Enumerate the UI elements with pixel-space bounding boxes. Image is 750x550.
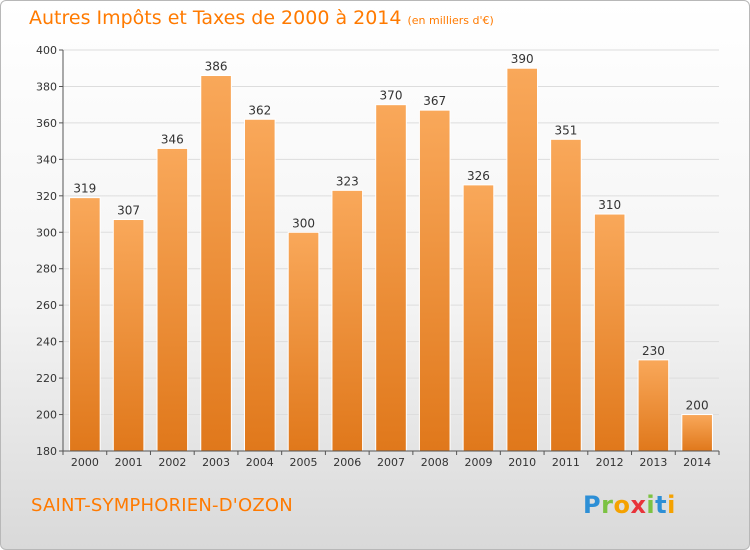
- proxiti-logo: Proxiti: [583, 491, 676, 519]
- bar-value-label: 351: [554, 123, 577, 137]
- x-tick-label: 2012: [596, 456, 624, 469]
- bar-value-label: 300: [292, 216, 315, 230]
- x-tick-label: 2007: [377, 456, 405, 469]
- x-tick-label: 2008: [421, 456, 449, 469]
- bar: [112, 219, 145, 452]
- logo-letter: x: [630, 491, 647, 519]
- bar-value-label: 310: [598, 198, 621, 212]
- chart-title-text: Autres Impôts et Taxes de 2000 à 2014: [29, 7, 402, 29]
- y-tick-label: 240: [36, 336, 57, 349]
- x-tick-label: 2009: [464, 456, 492, 469]
- y-tick-label: 380: [36, 80, 57, 93]
- bar: [550, 138, 582, 452]
- y-tick-label: 360: [36, 117, 57, 130]
- chart-title: Autres Impôts et Taxes de 2000 à 2014 (en…: [29, 7, 494, 29]
- bar-layer: 319 307 346 386 362 300 323 370 367 326 390 351 310 2…: [69, 52, 713, 452]
- logo-letter: r: [601, 491, 614, 519]
- logo-letter: P: [583, 491, 602, 519]
- bar-value-label: 319: [73, 182, 96, 196]
- y-tick-label: 260: [36, 299, 57, 312]
- y-tick-label: 400: [36, 44, 57, 57]
- x-tick-label: 2011: [552, 456, 580, 469]
- y-tick-label: 300: [36, 226, 57, 239]
- x-tick-label: 2001: [115, 456, 143, 469]
- x-tick-label: 2005: [290, 456, 318, 469]
- chart-subtitle: (en milliers d'€): [407, 14, 494, 27]
- bar: [200, 75, 232, 452]
- x-tick-label: 2002: [158, 456, 186, 469]
- logo-letter: i: [646, 491, 656, 519]
- logo-letter: t: [655, 491, 668, 519]
- bar-value-label: 390: [511, 52, 534, 66]
- bar-value-label: 307: [117, 204, 140, 218]
- y-tick-label: 340: [36, 153, 57, 166]
- logo-letter: i: [667, 491, 676, 519]
- bar: [418, 109, 451, 452]
- bar-value-label: 367: [423, 94, 446, 108]
- bar: [69, 197, 101, 452]
- x-tick-label: 2003: [202, 456, 230, 469]
- logo-letter: o: [613, 491, 631, 519]
- bar: [681, 414, 713, 452]
- bar: [462, 184, 495, 452]
- bar-value-label: 362: [248, 103, 271, 117]
- axis-layer: 180 200 220 240 260 280 300 320 340 360 380 400 2000…: [36, 44, 720, 469]
- bar: [243, 118, 276, 452]
- bar-value-label: 323: [336, 174, 359, 188]
- bar-value-label: 370: [380, 89, 403, 103]
- commune-name: SAINT-SYMPHORIEN-D'OZON: [31, 495, 293, 516]
- y-tick-label: 280: [36, 263, 57, 276]
- x-tick-label: 2004: [246, 456, 274, 469]
- bar-value-label: 200: [686, 399, 709, 413]
- bar: [506, 67, 539, 452]
- y-tick-label: 200: [36, 409, 57, 422]
- bar: [375, 104, 407, 452]
- bar: [637, 359, 670, 452]
- x-tick-label: 2013: [639, 456, 667, 469]
- x-tick-label: 2014: [683, 456, 711, 469]
- bar: [331, 189, 364, 452]
- bar-value-label: 230: [642, 344, 665, 358]
- x-tick-label: 2006: [333, 456, 361, 469]
- bar: [287, 231, 320, 452]
- bar: [593, 213, 626, 452]
- y-tick-label: 220: [36, 372, 57, 385]
- x-tick-label: 2000: [71, 456, 99, 469]
- bar-value-label: 326: [467, 169, 490, 183]
- x-tick-label: 2010: [508, 456, 536, 469]
- bar-value-label: 346: [161, 132, 184, 146]
- y-tick-label: 320: [36, 190, 57, 203]
- bar-value-label: 386: [205, 60, 228, 74]
- y-tick-label: 180: [36, 445, 57, 458]
- bar: [156, 147, 189, 452]
